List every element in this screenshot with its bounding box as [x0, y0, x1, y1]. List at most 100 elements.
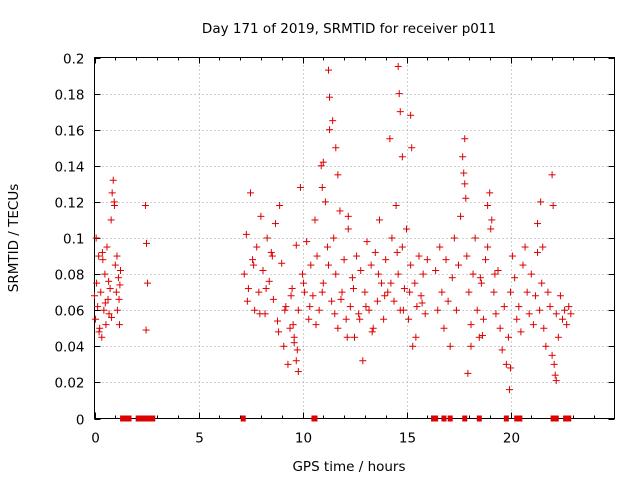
data-point: [475, 333, 483, 341]
data-point: [300, 279, 308, 287]
data-point: [294, 368, 302, 376]
data-point: [359, 357, 367, 365]
zero-point: [433, 415, 439, 422]
data-point: [549, 202, 557, 210]
data-point: [567, 310, 575, 318]
data-point: [477, 279, 485, 287]
data-point: [319, 158, 327, 166]
data-point: [409, 342, 417, 350]
data-point: [278, 259, 286, 267]
data-point: [328, 297, 336, 305]
data-point: [388, 234, 396, 242]
data-point: [100, 306, 108, 314]
data-point: [415, 252, 423, 260]
data-point: [102, 321, 110, 329]
data-point: [142, 326, 150, 334]
data-point: [315, 306, 323, 314]
data-point: [411, 279, 419, 287]
data-point: [502, 360, 510, 368]
data-point: [513, 315, 521, 323]
data-point: [95, 252, 103, 260]
data-point: [312, 321, 320, 329]
data-point: [321, 198, 329, 206]
data-point: [386, 135, 394, 143]
data-point: [93, 279, 101, 287]
data-point: [116, 281, 124, 289]
data-point: [257, 212, 265, 220]
data-point: [361, 288, 369, 296]
data-point: [515, 303, 523, 311]
data-point: [400, 285, 408, 293]
data-point: [305, 315, 313, 323]
data-point: [111, 261, 119, 269]
data-point: [559, 315, 566, 323]
data-point: [487, 225, 495, 233]
data-point: [95, 328, 103, 336]
data-point: [265, 277, 273, 285]
y-tick-label: 0.1: [63, 232, 84, 248]
data-point: [436, 243, 444, 251]
data-point: [144, 279, 152, 287]
data-point: [294, 306, 302, 314]
data-point: [387, 279, 395, 287]
data-point: [504, 333, 512, 341]
data-point: [407, 111, 415, 119]
y-tick-label: 0.18: [54, 88, 84, 104]
data-point: [405, 315, 413, 323]
data-point: [309, 292, 317, 300]
x-tick-label: 15: [399, 431, 416, 447]
data-point: [362, 303, 370, 311]
data-point: [407, 261, 415, 269]
data-point: [343, 333, 351, 341]
data-point: [325, 66, 332, 74]
data-point: [319, 279, 327, 287]
data-point: [374, 270, 382, 278]
data-point: [240, 270, 248, 278]
data-point: [476, 274, 484, 282]
data-point: [353, 252, 361, 260]
zero-point: [476, 415, 482, 422]
data-point: [461, 135, 469, 143]
data-point: [256, 310, 264, 318]
data-point: [292, 241, 300, 249]
data-point: [546, 303, 554, 311]
data-point: [289, 321, 297, 329]
data-point: [552, 310, 560, 318]
data-point: [393, 248, 401, 256]
data-point: [344, 225, 352, 233]
zero-point: [447, 415, 453, 422]
data-point: [342, 315, 350, 323]
data-point: [421, 310, 429, 318]
x-tick-label: 5: [195, 431, 204, 447]
data-point: [492, 310, 500, 318]
zero-point: [563, 415, 569, 422]
data-point: [103, 243, 111, 251]
data-point: [357, 266, 365, 274]
zero-point: [514, 415, 520, 422]
data-point: [459, 153, 467, 161]
data-point: [438, 288, 446, 296]
data-point: [505, 386, 513, 394]
data-point: [348, 274, 356, 282]
data-point: [106, 285, 114, 293]
data-point: [311, 216, 319, 224]
data-point: [442, 256, 450, 264]
zero-point: [312, 415, 318, 422]
data-point: [99, 256, 107, 264]
data-point: [552, 377, 560, 385]
data-point: [340, 256, 348, 264]
data-point: [448, 274, 456, 282]
data-point: [554, 333, 562, 341]
data-point: [329, 117, 337, 125]
data-point: [450, 234, 458, 242]
data-point: [496, 324, 504, 332]
y-tick-label: 0.16: [54, 124, 84, 140]
data-point: [556, 292, 564, 300]
data-point: [418, 299, 426, 307]
data-point: [465, 288, 473, 296]
data-point: [115, 295, 123, 303]
data-point: [101, 270, 109, 278]
data-point: [525, 310, 533, 318]
data-point: [108, 313, 116, 321]
data-point: [307, 261, 315, 269]
